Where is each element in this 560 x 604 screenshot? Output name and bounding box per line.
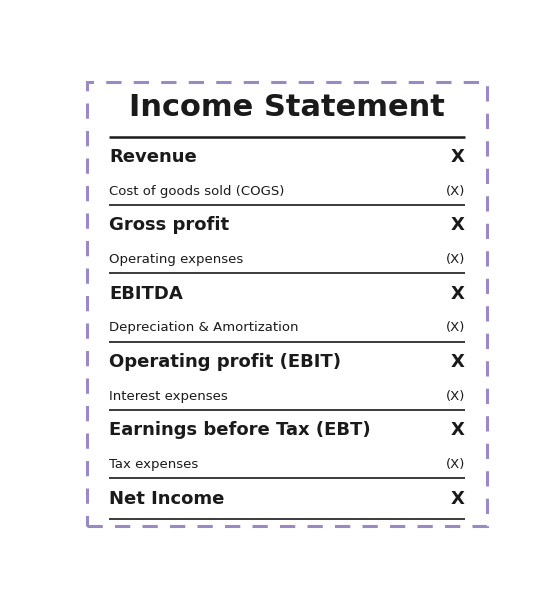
Text: X: X: [451, 422, 465, 439]
Text: Income Statement: Income Statement: [129, 93, 445, 122]
Text: Tax expenses: Tax expenses: [109, 458, 198, 471]
Text: (X): (X): [446, 390, 465, 403]
Text: Depreciation & Amortization: Depreciation & Amortization: [109, 321, 298, 334]
Text: (X): (X): [446, 321, 465, 334]
Text: (X): (X): [446, 253, 465, 266]
Text: EBITDA: EBITDA: [109, 284, 183, 303]
Text: X: X: [451, 148, 465, 166]
Text: Net Income: Net Income: [109, 490, 225, 508]
Text: Earnings before Tax (EBT): Earnings before Tax (EBT): [109, 422, 371, 439]
Text: Cost of goods sold (COGS): Cost of goods sold (COGS): [109, 185, 284, 198]
Text: (X): (X): [446, 458, 465, 471]
Text: Gross profit: Gross profit: [109, 216, 229, 234]
Text: Operating expenses: Operating expenses: [109, 253, 243, 266]
Text: X: X: [451, 216, 465, 234]
Text: X: X: [451, 284, 465, 303]
Text: X: X: [451, 353, 465, 371]
Text: (X): (X): [446, 185, 465, 198]
Text: Revenue: Revenue: [109, 148, 197, 166]
Text: Interest expenses: Interest expenses: [109, 390, 228, 403]
Text: Operating profit (EBIT): Operating profit (EBIT): [109, 353, 341, 371]
Text: X: X: [451, 490, 465, 508]
